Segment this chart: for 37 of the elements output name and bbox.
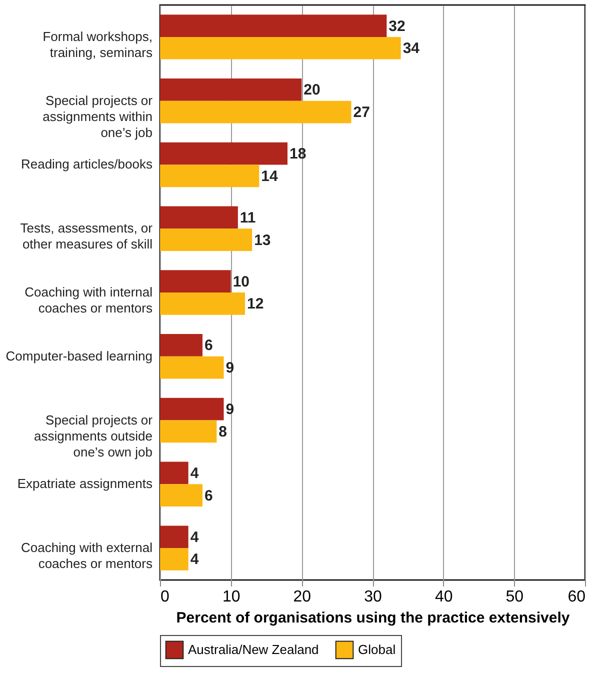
data-label: 6 [204, 337, 213, 354]
x-tick-label: 40 [434, 588, 453, 606]
data-label: 13 [254, 232, 271, 249]
y-tick-label: Special projects or assignments outside one’s own job [34, 412, 154, 460]
y-tick-label: Coaching with external coaches or mentors [20, 540, 153, 572]
data-label: 9 [226, 360, 234, 377]
data-label: 11 [240, 209, 256, 226]
data-label: 18 [290, 146, 306, 163]
data-label: 10 [232, 273, 250, 290]
data-label: 4 [190, 551, 200, 568]
x-tick-label: 60 [568, 588, 586, 606]
data-label: 12 [247, 296, 264, 313]
data-label: 8 [218, 423, 228, 440]
data-label: 34 [402, 40, 420, 58]
y-tick-label: Special projects or assignments within one’s job [42, 92, 154, 140]
y-tick-label: Computer-based learning [6, 348, 152, 364]
y-tick-label: Formal workshops, training, seminars [42, 28, 153, 60]
data-label: 4 [190, 528, 200, 546]
y-tick-label: Reading articles/books [20, 156, 153, 172]
x-tick-label: 20 [293, 588, 312, 606]
data-label: 14 [261, 168, 279, 185]
legend-label: Global [358, 642, 396, 657]
x-tick-label: 30 [364, 588, 382, 606]
y-tick-label: Tests, assessments, or other measures of skill [20, 220, 154, 252]
y-tick-label: Expatriate assignments [17, 476, 153, 492]
x-axis-title: Percent of organisations using the practice extensively [176, 610, 570, 626]
data-label: 4 [190, 464, 200, 482]
data-label: 20 [304, 82, 320, 99]
data-label: 9 [226, 401, 234, 418]
y-tick-label: Coaching with internal coaches or mentors [24, 284, 153, 316]
x-tick-label: 0 [160, 588, 170, 606]
data-label: 27 [353, 104, 370, 122]
data-label: 32 [388, 18, 406, 35]
x-tick-label: 10 [222, 588, 240, 606]
data-label: 6 [204, 487, 213, 504]
x-tick-label: 50 [506, 588, 524, 606]
legend-label: Australia/New Zealand [188, 642, 319, 657]
